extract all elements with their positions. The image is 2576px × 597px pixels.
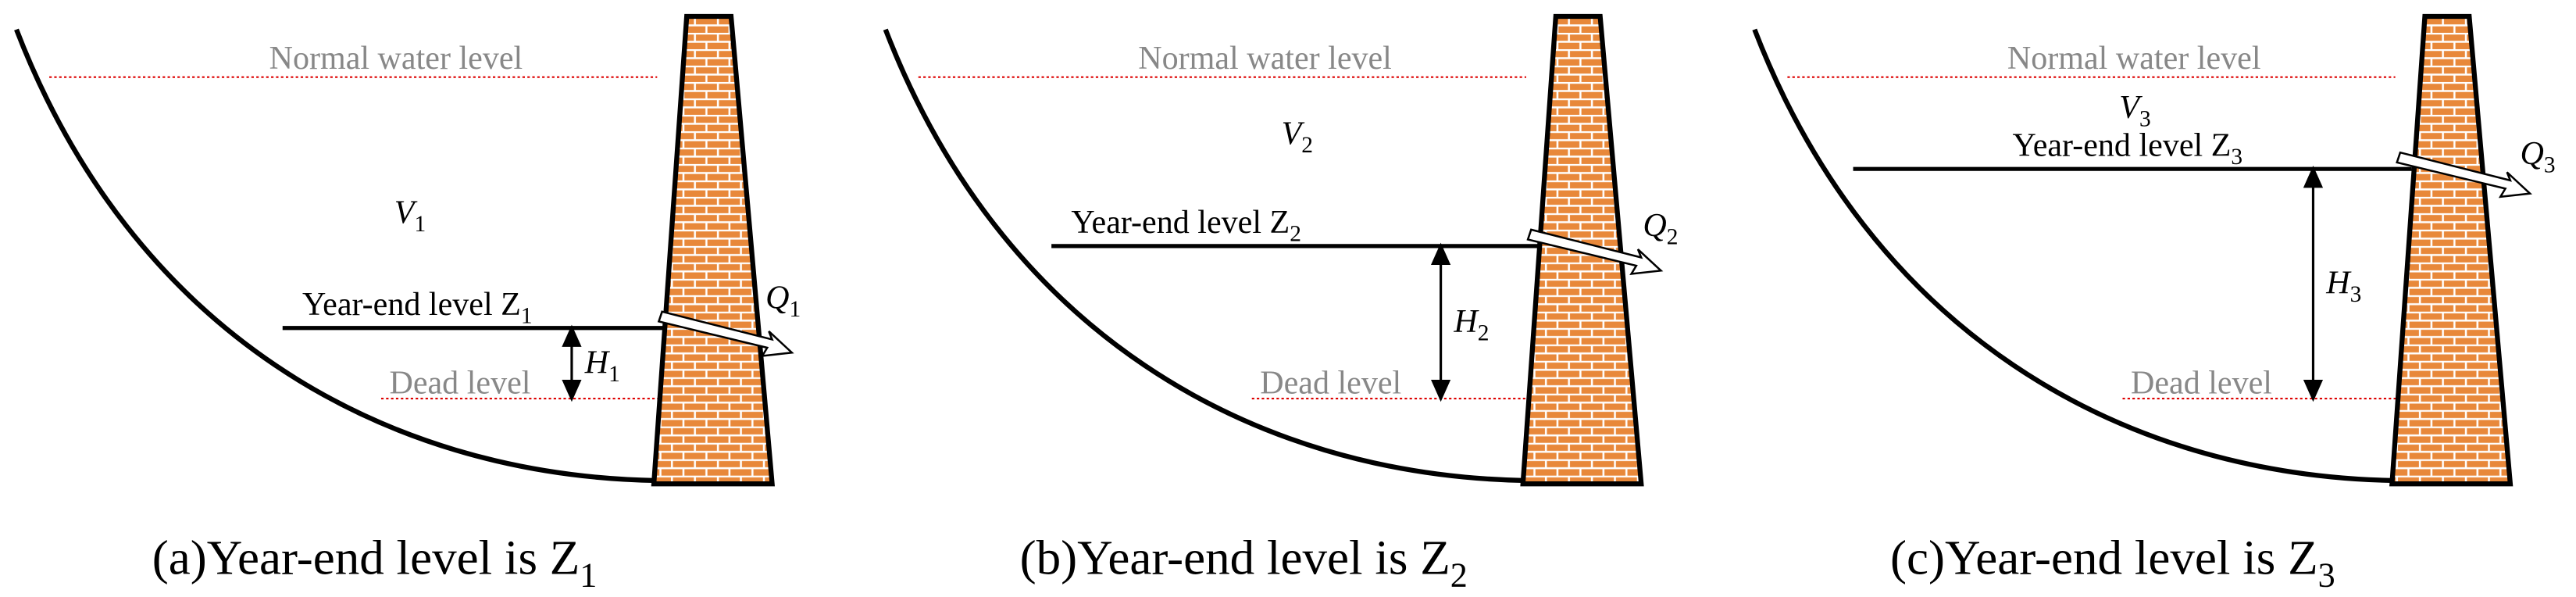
volume-label-sub: 3 [2139,107,2151,132]
head-label: H3 [2325,266,2361,307]
head-label-main: H [584,345,611,381]
caption-sub: 2 [1450,556,1468,594]
outlet-arrow [657,310,794,357]
reservoir-bank [1752,28,2396,484]
year-end-label: Year-end level Z2 [1071,205,1301,246]
head-label-main: H [2325,266,2352,302]
normal-level-label: Normal water level [2007,41,2261,77]
caption: (a)Year-end level is Z1 [152,531,598,595]
flow-label-main: Q [2520,136,2543,172]
volume-label: V2 [1282,116,1313,158]
volume-label-main: V [1282,116,1305,152]
panel: Normal water level Dead level [883,13,1664,487]
caption: (c)Year-end level is Z3 [1890,531,2335,595]
panel: Normal water level Dead level [1752,13,2532,487]
flow-label: Q1 [765,281,801,322]
flow-label-sub: 3 [2544,152,2556,177]
year-end-label-sub: 1 [521,304,533,329]
year-end-label-sub: 2 [1290,222,1301,247]
normal-level-label: Normal water level [1138,41,1392,77]
caption-main: (c)Year-end level is Z [1890,531,2318,585]
panel: Normal water level Dead level [14,13,794,487]
outlet-arrow [1526,228,1664,276]
volume-label: V3 [2119,90,2150,131]
dead-level-label: Dead level [389,366,530,402]
flow-label: Q2 [1643,208,1678,249]
dead-level-label: Dead level [1260,366,1401,402]
caption: (b)Year-end level is Z2 [1020,531,1468,595]
flow-label-sub: 2 [1667,225,1679,250]
volume-label: V1 [394,195,426,236]
outlet-arrow [2396,151,2532,198]
flow-label-sub: 1 [790,297,801,322]
dam [2389,13,2514,487]
year-end-label: Year-end level Z1 [302,287,533,328]
head-label-main: H [1453,304,1479,340]
head-label-sub: 1 [608,362,620,387]
flow-label: Q3 [2520,136,2555,177]
caption-main: (b)Year-end level is Z [1020,531,1450,585]
head-label: H1 [584,345,620,387]
reservoir-bank [14,28,658,484]
caption-sub: 1 [580,556,597,594]
dam [651,13,776,487]
normal-level-label: Normal water level [269,41,523,77]
dead-level-label: Dead level [2131,366,2272,402]
caption-main: (a)Year-end level is Z [152,531,580,585]
volume-label-sub: 2 [1301,133,1313,158]
reservoir-bank [883,28,1527,484]
flow-label-main: Q [765,281,789,316]
volume-label-main: V [2119,90,2143,126]
flow-label-main: Q [1643,208,1666,244]
year-end-label-main: Year-end level Z [1071,205,1290,241]
year-end-label-main: Year-end level Z [2013,127,2232,163]
volume-label-main: V [394,195,418,231]
caption-sub: 3 [2318,556,2335,594]
head-label: H2 [1453,304,1489,345]
head-label-sub: 2 [1478,321,1490,346]
year-end-label: Year-end level Z3 [2013,127,2243,169]
year-end-label-sub: 3 [2231,145,2242,170]
head-label-sub: 3 [2350,282,2362,307]
year-end-label-main: Year-end level Z [302,287,521,323]
volume-label-sub: 1 [414,212,426,237]
